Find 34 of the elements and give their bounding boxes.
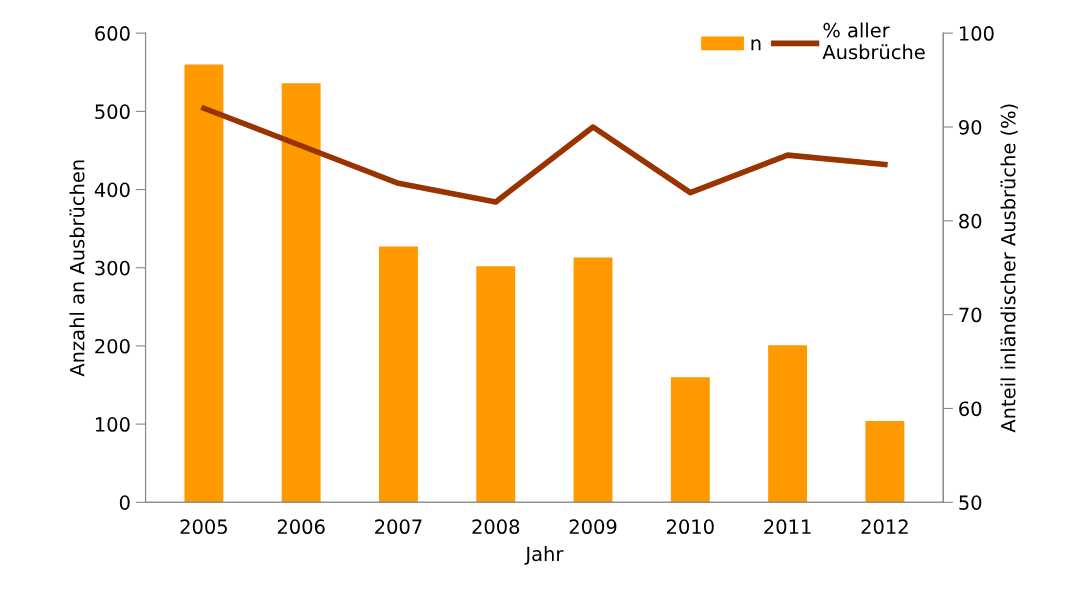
y-tick-label: 500 bbox=[95, 104, 130, 120]
x-tick-label: 2011 bbox=[764, 519, 811, 535]
y2-tick-label: 60 bbox=[959, 401, 982, 417]
x-tick-label: 2009 bbox=[569, 519, 617, 535]
y2-tick-label: 90 bbox=[959, 119, 982, 135]
bar bbox=[573, 257, 613, 503]
legend-label: n bbox=[751, 39, 761, 51]
y2-axis-title: Anteil inländischer Ausbrüche (%) bbox=[1000, 104, 1018, 433]
bar bbox=[865, 420, 905, 503]
x-axis-title: Jahr bbox=[524, 546, 564, 565]
x-tick-label: 2008 bbox=[472, 519, 520, 535]
y-tick-label: 400 bbox=[94, 182, 130, 198]
y2-tick-label: 50 bbox=[959, 495, 982, 510]
bar bbox=[281, 83, 321, 503]
y2-tick-label: 70 bbox=[959, 307, 982, 323]
bar bbox=[476, 266, 516, 503]
y-tick-label: 300 bbox=[95, 260, 130, 276]
y-axis-title: Anzahl an Ausbrüchen bbox=[69, 160, 85, 377]
bar bbox=[670, 377, 710, 503]
y-tick-label: 600 bbox=[95, 26, 130, 41]
y-tick-label: 100 bbox=[95, 417, 130, 432]
x-tick-label: 2005 bbox=[180, 519, 227, 535]
x-tick-label: 2006 bbox=[277, 519, 325, 535]
y2-tick-label: 100 bbox=[959, 26, 994, 41]
bar bbox=[379, 246, 418, 503]
x-tick-label: 2010 bbox=[667, 519, 714, 535]
bar bbox=[768, 345, 808, 503]
x-tick-label: 2007 bbox=[375, 519, 422, 535]
bar bbox=[184, 64, 224, 503]
y-tick-label: 0 bbox=[119, 495, 130, 510]
legend-label: % aller Ausbrüche bbox=[822, 22, 925, 60]
y-tick-label: 200 bbox=[95, 338, 130, 354]
x-tick-label: 2012 bbox=[861, 519, 908, 535]
y2-tick-label: 80 bbox=[959, 213, 982, 229]
